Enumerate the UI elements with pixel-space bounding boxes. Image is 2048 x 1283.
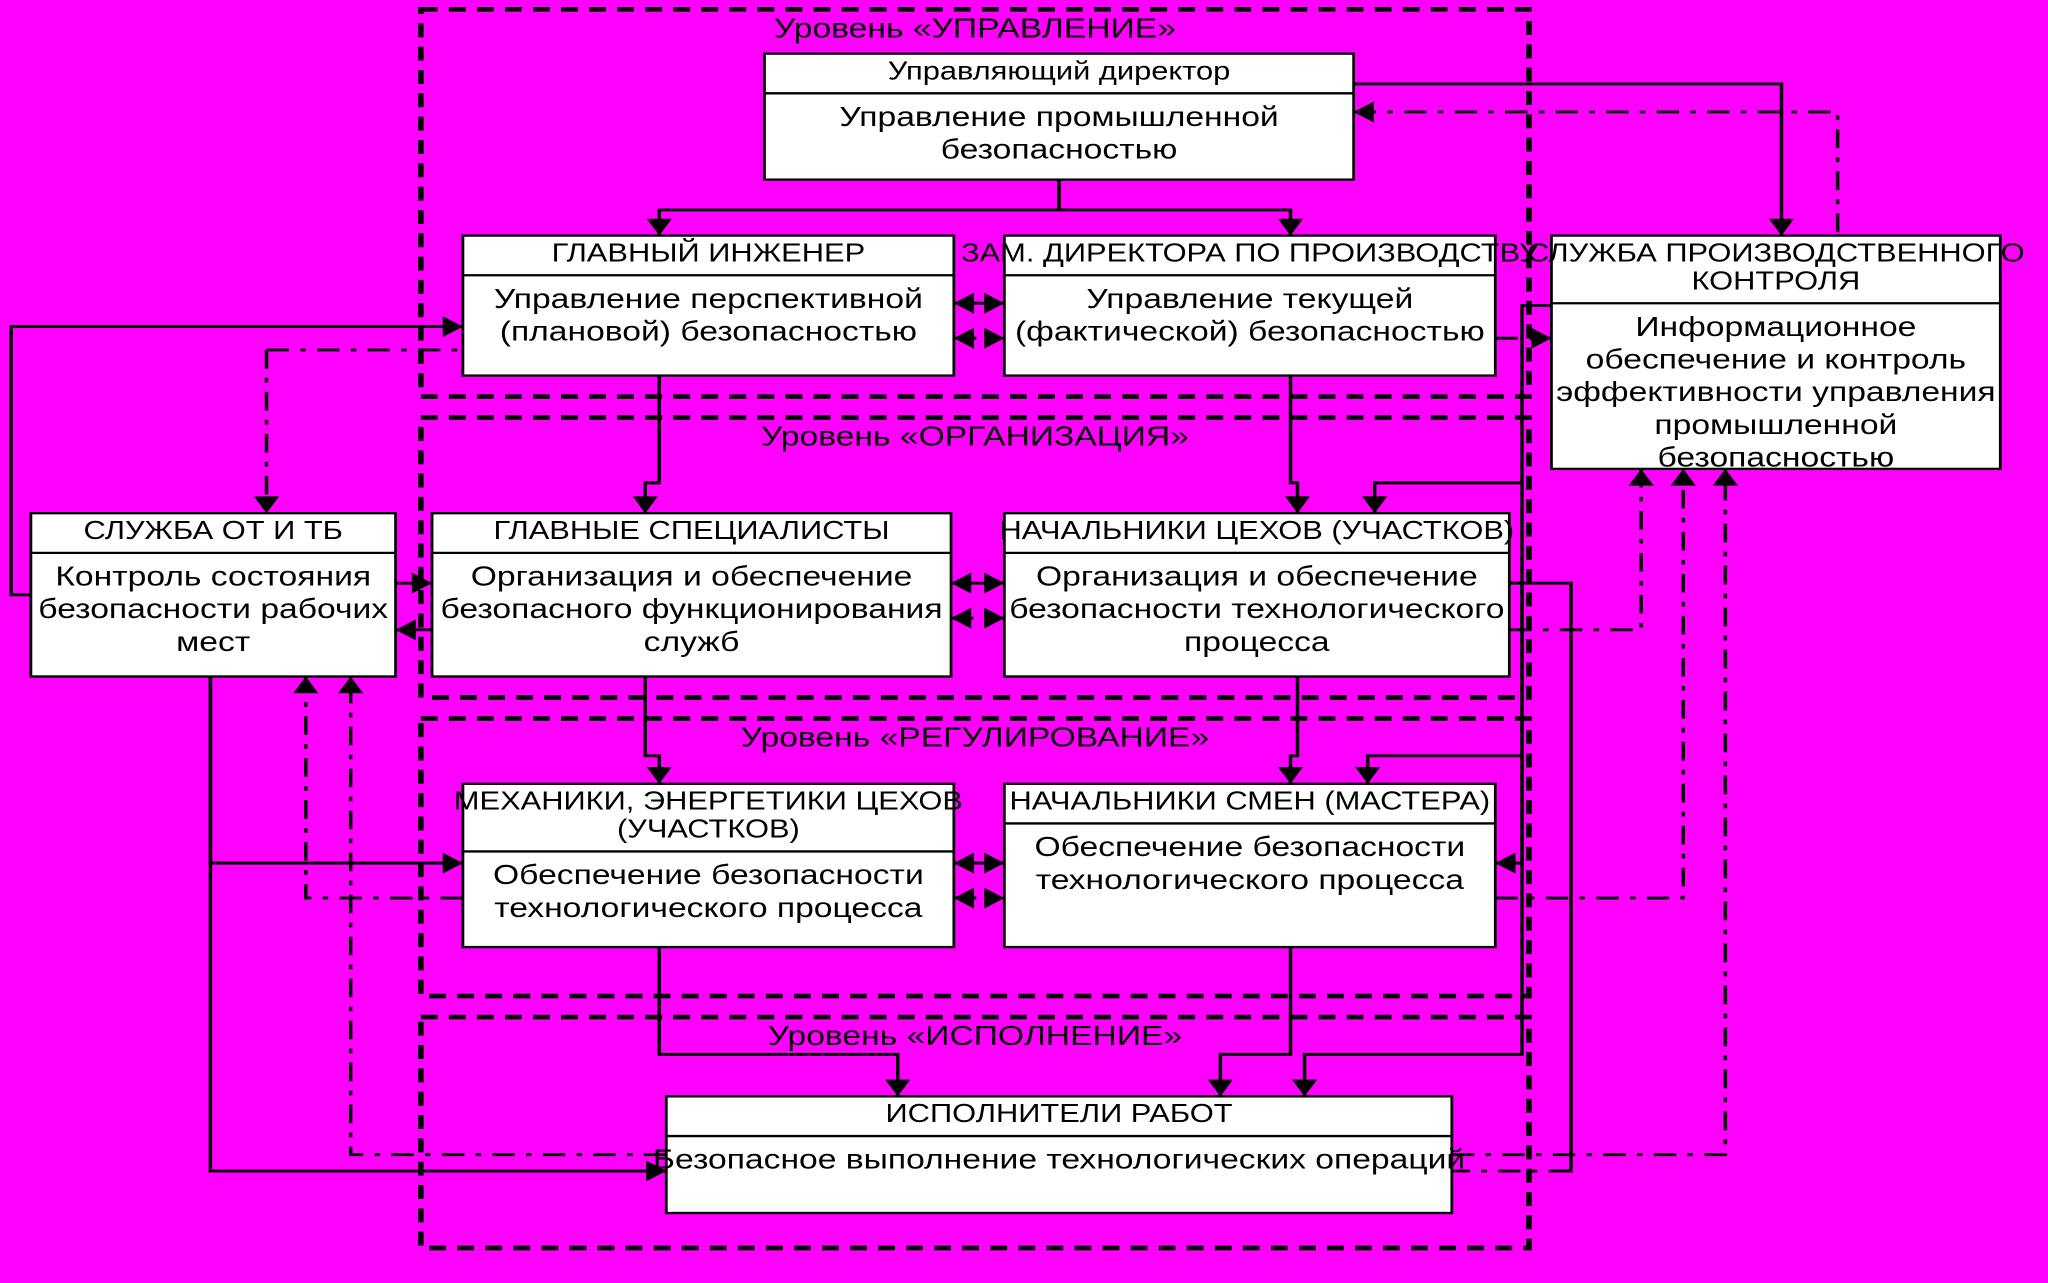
arrowhead [396, 619, 416, 640]
lvl-reg-label: Уровень «РЕГУЛИРОВАНИЕ» [741, 721, 1210, 753]
node-director-body: Управление промышленной [839, 101, 1278, 133]
arrowhead [984, 608, 1004, 629]
arrowhead [647, 219, 672, 236]
lvl-org-label: Уровень «ОРГАНИЗАЦИЯ» [761, 420, 1189, 452]
org-diagram: Уровень «УПРАВЛЕНИЕ» Уровень «ОРГАНИЗАЦИЯ… [0, 0, 2048, 1283]
node-eng-body: (плановой) безопасностью [500, 315, 917, 347]
node-shop_head-body: процесса [1184, 626, 1330, 658]
arrowhead [954, 853, 974, 874]
node-ot_tb-body: Контроль состояния [55, 560, 371, 592]
arrowhead [1354, 101, 1374, 122]
edge-solid [659, 180, 1059, 236]
arrowhead [954, 328, 974, 349]
arrowhead [443, 316, 463, 337]
node-control-body: эффективности управления [1556, 376, 1996, 408]
arrowhead [1208, 1080, 1233, 1097]
arrowhead [1495, 853, 1515, 874]
arrowhead [647, 767, 672, 784]
node-shift-title: НАЧАЛЬНИКИ СМЕН (МАСТЕРА) [1009, 787, 1490, 816]
arrowhead [1769, 219, 1794, 236]
node-control-title: КОНТРОЛЯ [1691, 267, 1860, 296]
node-workers: ИСПОЛНИТЕЛИ РАБОТ Безопасное выполнение т… [653, 1096, 1465, 1213]
arrowhead [984, 328, 1004, 349]
arrowhead [1278, 767, 1303, 784]
edge-info [306, 676, 463, 898]
arrowhead [951, 573, 971, 594]
node-deputy-title: ЗАМ. ДИРЕКТОРА ПО ПРОИЗВОДСТВУ [961, 239, 1540, 268]
arrowhead [984, 888, 1004, 909]
arrowhead [1629, 469, 1654, 486]
arrowhead [1531, 328, 1551, 349]
node-ot_tb-title: СЛУЖБА ОТ И ТБ [83, 516, 342, 545]
node-director-body: безопасностью [941, 133, 1178, 165]
node-shop_head-body: безопасности технологического [1009, 593, 1504, 625]
node-deputy-body: Управление текущей [1086, 283, 1413, 315]
arrowhead [984, 293, 1004, 314]
node-control: СЛУЖБА ПРОИЗВОДСТВЕННОГОКОНТРОЛЯ Информац… [1527, 236, 2025, 473]
node-shift-body: Обеспечение безопасности [1034, 831, 1465, 863]
node-spec-body: Организация и обеспечение [471, 560, 913, 592]
node-control-body: промышленной [1654, 409, 1897, 441]
node-mech: МЕХАНИКИ, ЭНЕРГЕТИКИ ЦЕХОВ(УЧАСТКОВ) Обес… [454, 784, 963, 947]
node-spec-body: служб [644, 626, 740, 658]
edge-solid [210, 676, 462, 863]
arrowhead [984, 573, 1004, 594]
node-shop_head-body: Организация и обеспечение [1036, 560, 1478, 592]
arrowhead [1362, 496, 1387, 513]
node-eng: ГЛАВНЫЙ ИНЖЕНЕР Управление перспективной(… [463, 236, 954, 376]
node-control-body: безопасностью [1658, 441, 1895, 473]
lvl-mgmt-label: Уровень «УПРАВЛЕНИЕ» [774, 12, 1176, 44]
lvl-exec-label: Уровень «ИСПОЛНЕНИЕ» [768, 1020, 1183, 1052]
edge-solid [1220, 947, 1290, 1096]
arrowhead [1355, 767, 1380, 784]
node-deputy: ЗАМ. ДИРЕКТОРА ПО ПРОИЗВОДСТВУ Управление… [961, 236, 1540, 376]
arrowhead [254, 496, 279, 513]
node-shop_head: НАЧАЛЬНИКИ ЦЕХОВ (УЧАСТКОВ) Организация и… [999, 513, 1514, 676]
node-ot_tb-body: мест [176, 626, 250, 658]
arrowhead [338, 676, 363, 693]
node-ot_tb-body: безопасности рабочих [38, 593, 388, 625]
arrowhead [1292, 1080, 1317, 1097]
node-workers-body: Безопасное выполнение технологических оп… [653, 1143, 1465, 1175]
arrowhead [1285, 496, 1310, 513]
arrowhead [984, 853, 1004, 874]
node-spec: ГЛАВНЫЕ СПЕЦИАЛИСТЫ Организация и обеспеч… [432, 513, 951, 676]
node-mech-body: технологического процесса [494, 891, 923, 923]
arrowhead [1278, 219, 1303, 236]
arrowhead [293, 676, 318, 693]
node-shift: НАЧАЛЬНИКИ СМЕН (МАСТЕРА) Обеспечение без… [1004, 784, 1495, 947]
node-deputy-body: (фактической) безопасностью [1015, 315, 1485, 347]
node-control-title: СЛУЖБА ПРОИЗВОДСТВЕННОГО [1527, 239, 2025, 268]
node-control-body: обеспечение и контроль [1586, 343, 1966, 375]
node-mech-body: Обеспечение безопасности [493, 859, 924, 891]
arrowhead [954, 888, 974, 909]
node-director: Управляющий директор Управление промышлен… [764, 54, 1353, 180]
node-shop_head-title: НАЧАЛЬНИКИ ЦЕХОВ (УЧАСТКОВ) [999, 516, 1514, 545]
arrowhead [954, 293, 974, 314]
node-spec-title: ГЛАВНЫЕ СПЕЦИАЛИСТЫ [494, 516, 890, 545]
edge-solid [1354, 84, 1782, 236]
node-ot_tb: СЛУЖБА ОТ И ТБ Контроль состояниябезопасн… [31, 513, 396, 676]
arrowhead [951, 608, 971, 629]
node-mech-title: МЕХАНИКИ, ЭНЕРГЕТИКИ ЦЕХОВ [454, 787, 963, 816]
node-spec-body: безопасного функционирования [441, 593, 943, 625]
arrowhead [633, 496, 658, 513]
arrowhead [885, 1080, 910, 1097]
node-workers-title: ИСПОЛНИТЕЛИ РАБОТ [886, 1099, 1233, 1128]
node-eng-body: Управление перспективной [494, 283, 923, 315]
edge-solid [1059, 180, 1290, 236]
node-control-body: Информационное [1635, 311, 1916, 343]
node-eng-title: ГЛАВНЫЙ ИНЖЕНЕР [552, 239, 866, 268]
arrowhead [443, 853, 463, 874]
edge-info [1354, 112, 1838, 236]
node-shift-body: технологического процесса [1036, 863, 1465, 895]
edge-solid [1509, 583, 1571, 1171]
node-mech-title: (УЧАСТКОВ) [617, 815, 800, 844]
node-director-title: Управляющий директор [888, 57, 1231, 86]
